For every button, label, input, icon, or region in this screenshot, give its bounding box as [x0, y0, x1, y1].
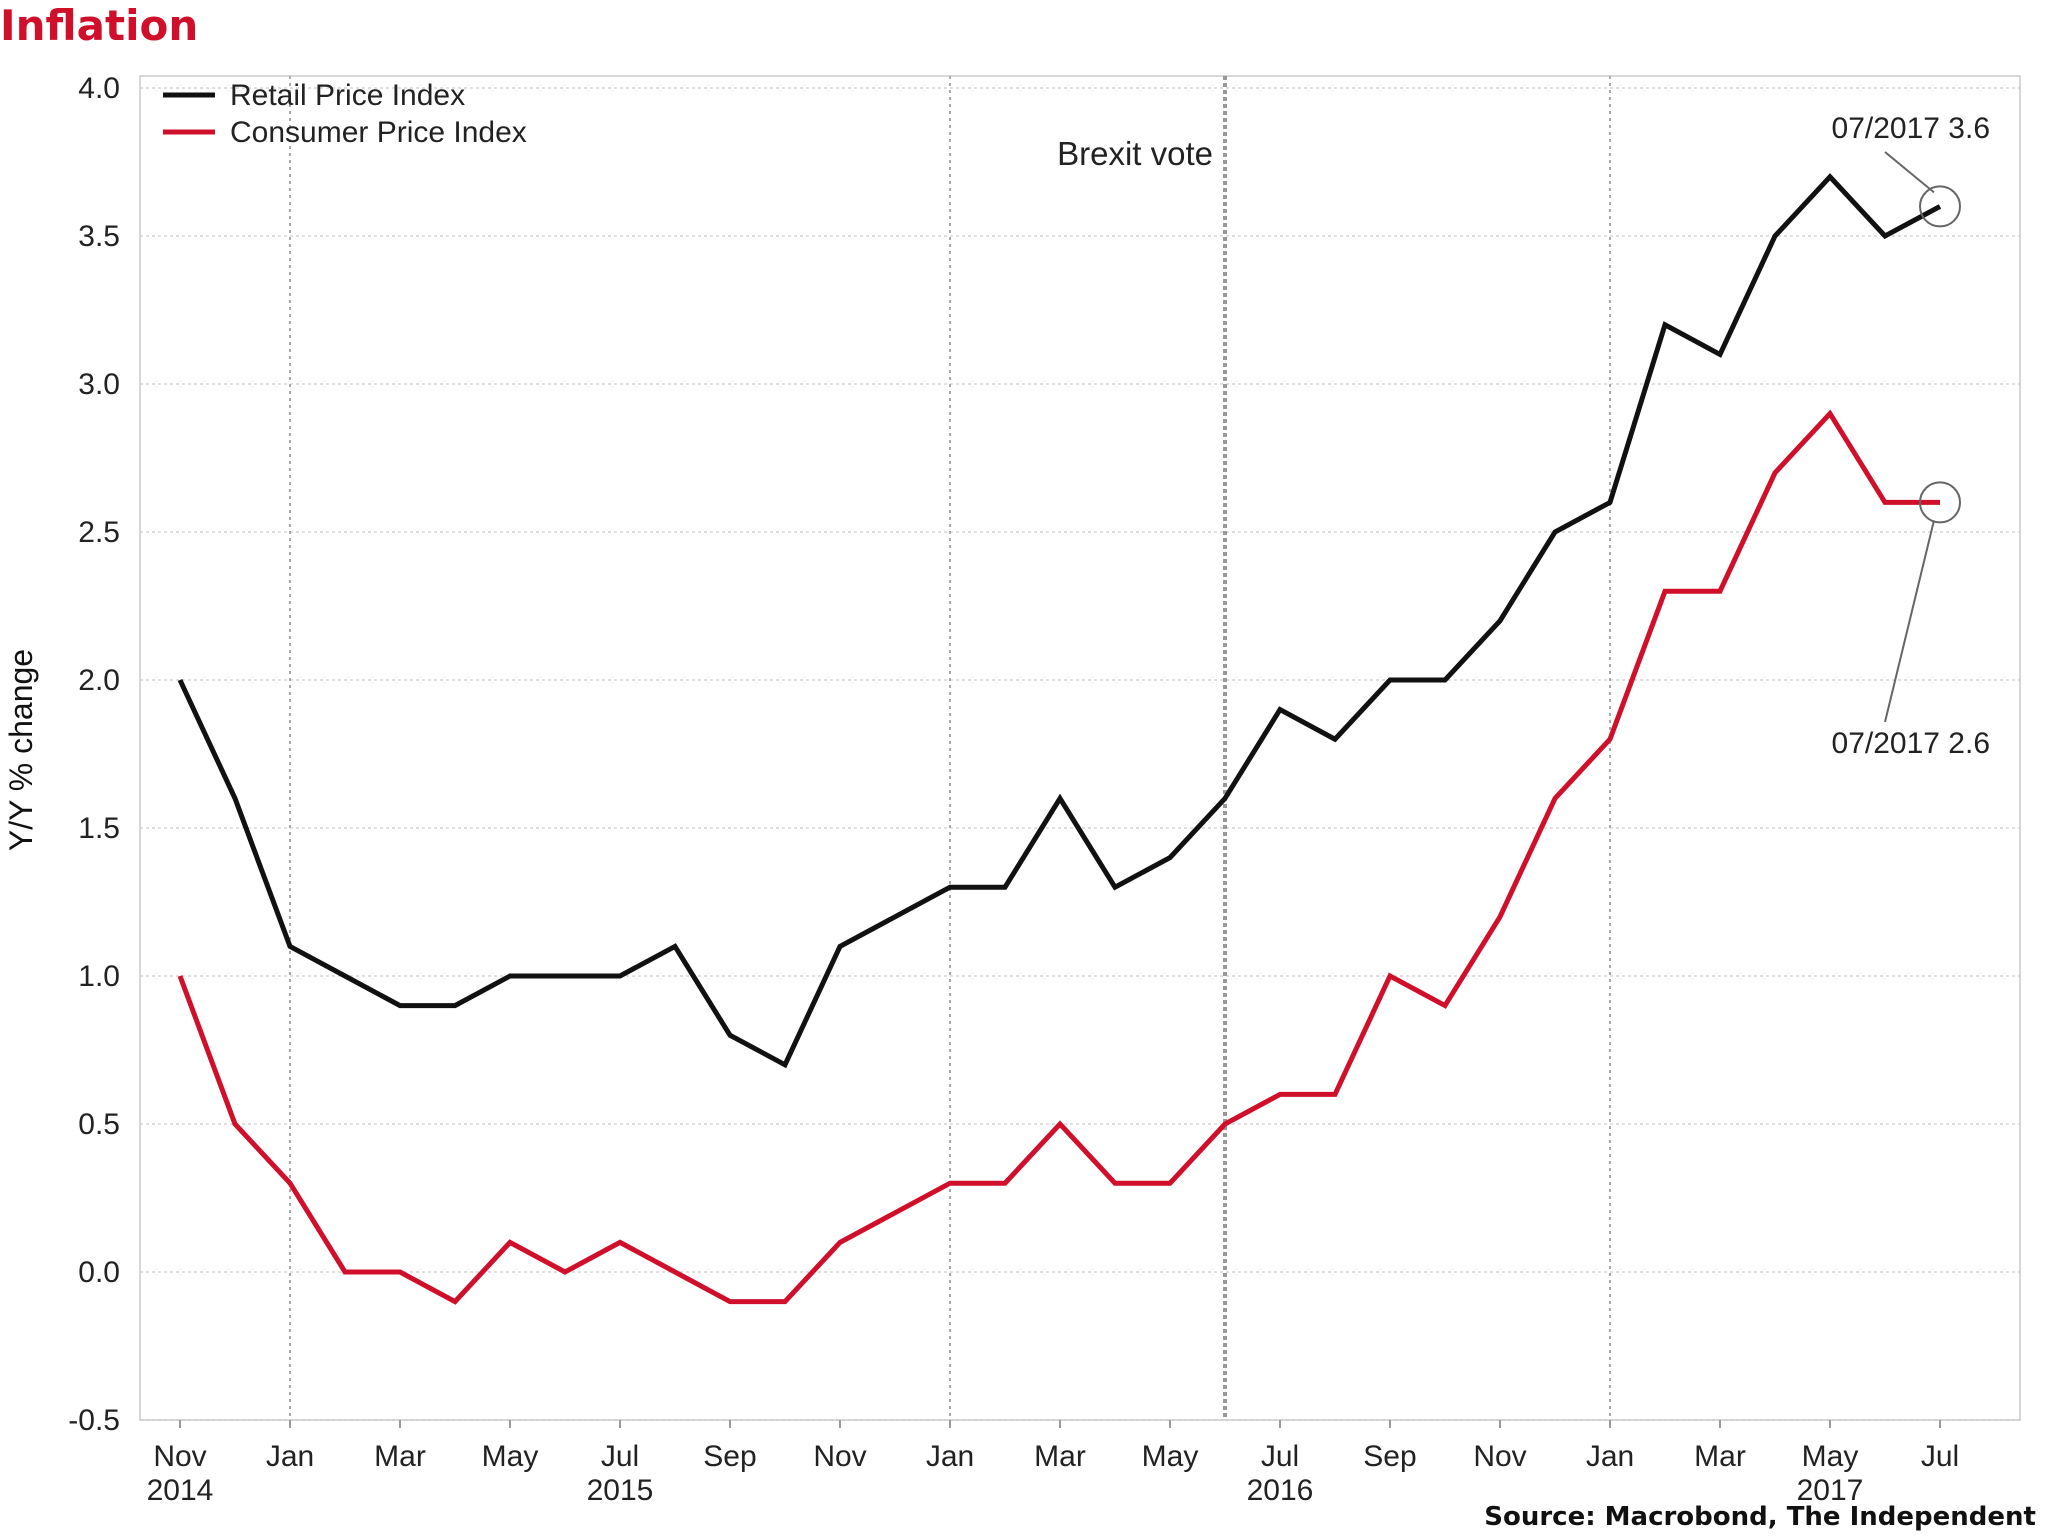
reference-lines: Brexit vote	[289, 76, 1611, 1420]
x-tick-label: May	[1142, 1440, 1199, 1473]
x-tick-label: Sep	[1363, 1440, 1416, 1473]
legend-label: Retail Price Index	[230, 79, 465, 112]
y-tick-label: 0.5	[78, 1108, 120, 1141]
x-axis: Nov Jan Mar May Jul Sep Nov Jan Mar May Jul Sep Nov J…	[147, 1420, 1959, 1507]
retail-price-index-line	[177, 173, 1942, 1069]
x-tick-label: Jul	[601, 1440, 639, 1473]
x-tick-label: Sep	[703, 1440, 756, 1473]
x-tick-label: May	[482, 1440, 539, 1473]
x-year-label: 2015	[587, 1474, 654, 1507]
x-tick-label: Jul	[1261, 1440, 1299, 1473]
x-tick-label: Nov	[1473, 1440, 1526, 1473]
x-tick-label: Jan	[926, 1440, 974, 1473]
legend: Retail Price Index Consumer Price Index	[163, 79, 527, 149]
consumer-price-index-line	[177, 409, 1940, 1305]
y-tick-label: 3.0	[78, 368, 120, 401]
series-lines	[177, 173, 1942, 1305]
x-tick-label: Nov	[153, 1440, 206, 1473]
y-tick-label: 1.0	[78, 960, 120, 993]
x-tick-label: Mar	[1034, 1440, 1086, 1473]
x-year-label: 2016	[1247, 1474, 1314, 1507]
y-tick-label: 0.0	[78, 1256, 120, 1289]
y-tick-label: 1.5	[78, 812, 120, 845]
y-tick-label: 3.5	[78, 220, 120, 253]
x-tick-label: Jan	[1586, 1440, 1634, 1473]
annotation-circle	[1919, 481, 1961, 524]
plot-area	[139, 75, 2021, 1421]
annotation-leader	[1884, 520, 1935, 723]
y-tick-label: 4.0	[78, 72, 120, 105]
y-axis: 4.0 3.5 3.0 2.5 2.0 1.5 1.0 0.5 0.0 -0.5	[68, 72, 120, 1437]
x-year-label: 2014	[147, 1474, 214, 1507]
y-axis-label: Y/Y % change	[3, 649, 39, 851]
annotation-leader	[1884, 151, 1935, 194]
plot-frame	[139, 75, 2021, 1421]
legend-label: Consumer Price Index	[230, 116, 527, 149]
x-tick-label: Mar	[374, 1440, 426, 1473]
y-tick-label: -0.5	[68, 1404, 120, 1437]
brexit-vote-label: Brexit vote	[1057, 135, 1213, 172]
annotation-label: 07/2017 2.6	[1832, 727, 1990, 760]
y-tick-label: 2.5	[78, 516, 120, 549]
x-tick-label: Mar	[1694, 1440, 1746, 1473]
x-tick-label: Jul	[1921, 1440, 1959, 1473]
annotation-label: 07/2017 3.6	[1832, 112, 1990, 145]
chart-title: Inflation	[0, 1, 198, 50]
annotation-circle	[1919, 185, 1961, 228]
grid-lines	[140, 87, 2020, 1421]
x-year-label: 2017	[1797, 1474, 1864, 1507]
y-tick-label: 2.0	[78, 664, 120, 697]
annotations: 07/2017 3.6 07/2017 2.6	[1832, 112, 1990, 760]
x-tick-label: Nov	[813, 1440, 866, 1473]
source-note: Source: Macrobond, The Independent	[1484, 1502, 2036, 1532]
x-tick-label: Jan	[266, 1440, 314, 1473]
x-tick-label: May	[1802, 1440, 1859, 1473]
